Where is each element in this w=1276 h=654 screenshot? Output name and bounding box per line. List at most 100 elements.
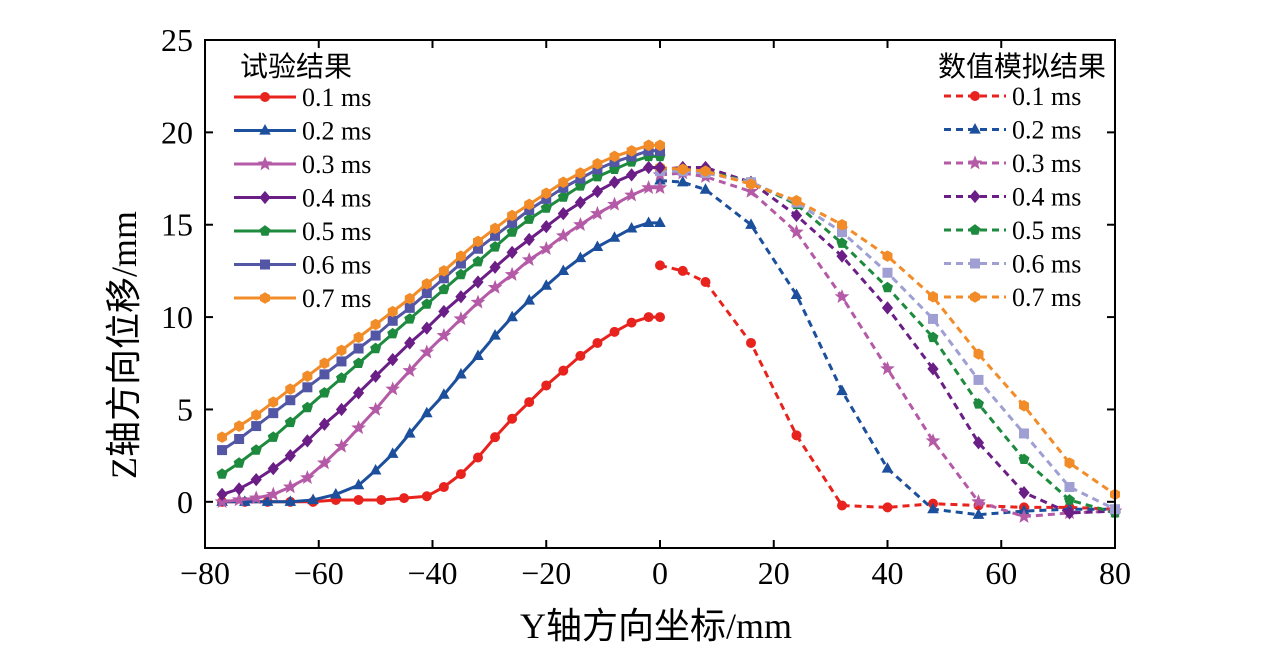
y-axis-title: Z轴方向位移/mm xyxy=(104,211,144,479)
y-tick-label: 20 xyxy=(161,114,193,150)
simulation-data-point xyxy=(791,430,802,441)
experiment-data-point xyxy=(540,202,552,213)
experiment-data-point xyxy=(506,310,518,322)
simulation-data-point xyxy=(677,163,688,176)
experiment-data-point xyxy=(353,343,364,354)
experiment-data-point xyxy=(455,290,467,304)
simulation-data-point xyxy=(1018,485,1030,500)
simulation-data-point xyxy=(676,175,689,187)
experiment-data-point xyxy=(301,401,313,413)
experiment-data-point xyxy=(233,482,245,496)
experiment-legend-marker xyxy=(260,92,270,102)
experiment-legend-marker xyxy=(259,190,271,205)
experiment-data-point xyxy=(403,427,416,438)
experiment-data-point xyxy=(385,381,401,396)
experiment-data-point xyxy=(370,318,381,331)
experiment-data-point xyxy=(642,216,655,227)
experiment-data-point xyxy=(490,432,501,443)
experiment-data-point xyxy=(438,283,450,295)
experiment-data-point xyxy=(438,482,449,493)
experiment-data-point xyxy=(591,240,604,251)
simulation-data-point xyxy=(972,436,985,450)
experiment-data-point xyxy=(216,468,228,479)
experiment-data-point xyxy=(387,352,399,367)
experiment-data-point xyxy=(540,279,553,290)
simulation-data-point xyxy=(973,398,984,409)
experiment-data-point xyxy=(368,401,383,416)
experiment-data-point xyxy=(421,278,432,290)
experiment-data-point xyxy=(558,176,569,188)
x-tick-label: 20 xyxy=(758,555,790,591)
y-tick-label: 15 xyxy=(161,207,193,243)
experiment-data-point xyxy=(421,406,433,418)
simulation-data-point xyxy=(836,249,848,263)
experiment-data-point xyxy=(489,260,501,274)
experiment-data-point xyxy=(436,327,452,342)
x-tick-label: 40 xyxy=(872,555,904,591)
experiment-data-point xyxy=(319,369,330,380)
experiment-data-point xyxy=(336,372,347,383)
experiment-data-point xyxy=(523,294,535,305)
experiment-data-point xyxy=(421,298,433,309)
simulation-series-line xyxy=(659,178,1115,517)
experiment-data-point xyxy=(369,463,382,475)
experiment-data-point xyxy=(490,222,500,235)
simulation-data-point xyxy=(1018,453,1030,464)
x-tick-label: 80 xyxy=(1099,555,1131,591)
experiment-series xyxy=(217,312,665,507)
experiment-data-point xyxy=(404,336,416,350)
simulation-data-point xyxy=(928,291,938,303)
experiment-data-point xyxy=(523,213,535,224)
experiment-data-point xyxy=(540,219,552,234)
experiment-data-point xyxy=(250,444,262,455)
experiment-data-point xyxy=(521,252,537,267)
experiment-data-point xyxy=(387,327,399,339)
simulation-legend-marker xyxy=(970,291,980,303)
simulation-data-point xyxy=(882,281,893,293)
simulation-legend-marker xyxy=(969,189,981,204)
experiment-legend-label: 0.5 ms xyxy=(302,217,371,246)
experiment-data-point xyxy=(421,321,433,335)
axes: −80 −60 −40 −20 0 20 40 60 80 0 5 10 15 20 25 xyxy=(161,22,1131,591)
experiment-data-point xyxy=(307,493,319,505)
experiment-data-point xyxy=(370,330,381,341)
experiment-data-point xyxy=(524,397,535,408)
simulation-legend-label: 0.4 ms xyxy=(1012,183,1081,212)
experiment-data-point xyxy=(455,268,467,280)
experiment-data-point xyxy=(655,139,665,152)
experiment-series xyxy=(214,180,668,509)
simulation-data-point xyxy=(836,237,848,248)
experiment-data-point xyxy=(624,187,639,202)
experiment-data-point xyxy=(250,473,262,487)
experiment-data-point xyxy=(643,312,654,323)
simulation-data-point xyxy=(973,348,984,360)
experiment-data-point xyxy=(404,302,415,313)
experiment-data-point xyxy=(590,205,605,220)
experiment-data-point xyxy=(351,420,366,435)
experiment-legend-label: 0.3 ms xyxy=(302,150,371,179)
simulation-data-point xyxy=(1064,457,1075,469)
experiment-data-point xyxy=(574,251,587,263)
simulation-legend-marker xyxy=(969,224,981,235)
simulation-data-point xyxy=(882,502,893,513)
experiment-legend-marker xyxy=(260,259,270,270)
experiment-data-point xyxy=(386,447,399,458)
experiment-series xyxy=(217,139,665,443)
x-tick-label: 0 xyxy=(652,555,668,591)
experiment-data-point xyxy=(541,380,552,391)
simulation-legend-marker xyxy=(969,123,981,134)
experiment-data-point xyxy=(318,387,330,398)
simulation-data-point xyxy=(1019,400,1029,412)
experiment-legend-label: 0.7 ms xyxy=(302,284,371,313)
simulation-data-point xyxy=(973,374,984,385)
experiment-data-point xyxy=(592,337,603,348)
experiment-data-point xyxy=(607,196,622,211)
experiment-data-point xyxy=(523,232,535,247)
experiment-data-point xyxy=(267,431,279,442)
experiment-data-point xyxy=(507,209,518,222)
simulation-legend-marker xyxy=(967,155,983,170)
experiment-legend-label: 0.6 ms xyxy=(302,251,371,280)
simulation-data-point xyxy=(927,362,939,376)
experiment-data-point xyxy=(302,382,313,393)
experiment-data-point xyxy=(261,495,274,506)
